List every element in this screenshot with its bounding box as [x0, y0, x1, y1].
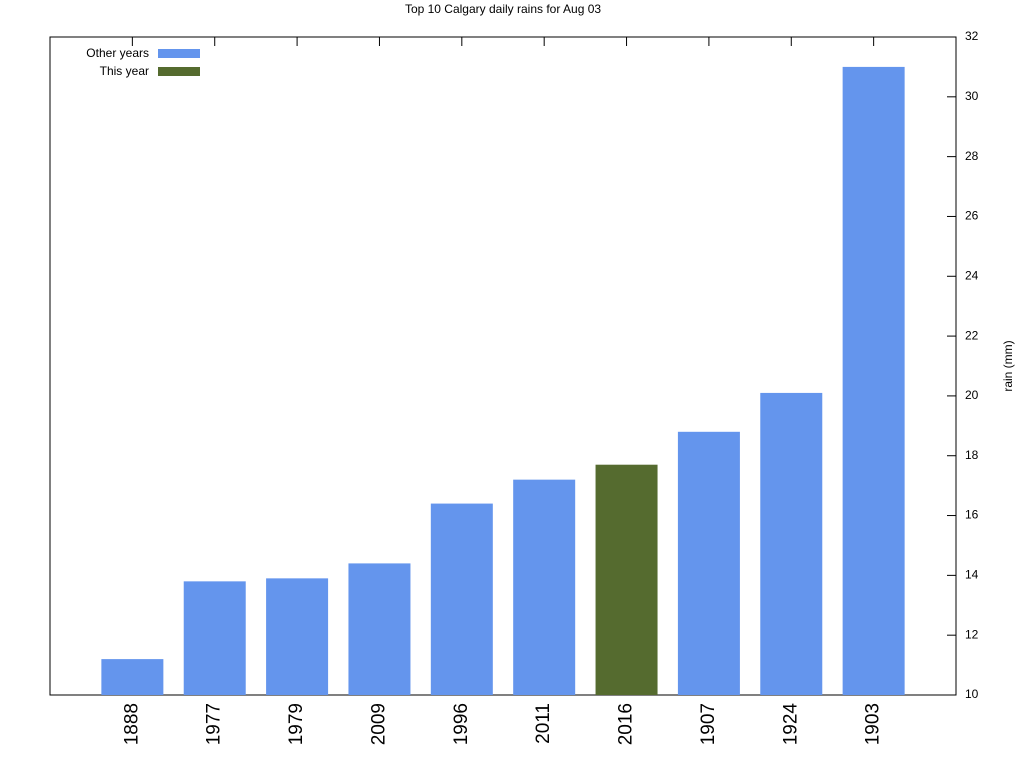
- legend-swatch: [158, 49, 200, 58]
- bar: [430, 503, 493, 695]
- x-tick-label: 1979: [286, 703, 307, 745]
- y-tick-label: 14: [965, 568, 979, 582]
- legend-swatch: [158, 67, 200, 76]
- bar: [348, 563, 411, 695]
- x-tick-label: 1888: [121, 703, 142, 745]
- y-tick-label: 12: [965, 627, 979, 641]
- x-tick-label: 2011: [533, 703, 554, 744]
- y-tick-label: 26: [965, 209, 979, 223]
- y-tick-label: 32: [965, 29, 979, 43]
- x-tick-label: 1977: [204, 703, 225, 745]
- y-tick-label: 22: [965, 328, 979, 342]
- legend-label: Other years: [86, 46, 149, 60]
- y-tick-label: 20: [965, 388, 979, 402]
- y-axis-label: rain (mm): [1001, 340, 1015, 391]
- bar: [101, 659, 164, 695]
- x-tick-label: 1924: [780, 703, 801, 746]
- legend-label: This year: [100, 64, 149, 78]
- bar: [760, 392, 823, 695]
- x-tick-label: 2009: [368, 703, 389, 745]
- bar: [595, 464, 658, 695]
- bar: [677, 431, 740, 695]
- bar: [266, 578, 329, 695]
- bar: [513, 479, 576, 695]
- x-tick-label: 2016: [616, 703, 637, 745]
- chart-title: Top 10 Calgary daily rains for Aug 03: [405, 2, 601, 16]
- y-tick-label: 18: [965, 448, 979, 462]
- y-tick-label: 16: [965, 508, 979, 522]
- y-tick-label: 28: [965, 149, 979, 163]
- y-tick-label: 10: [965, 687, 979, 701]
- y-tick-label: 30: [965, 89, 979, 103]
- x-tick-label: 1903: [863, 703, 884, 745]
- plot-frame: [49, 36, 957, 696]
- bar: [842, 66, 905, 696]
- y-tick-label: 24: [965, 268, 979, 282]
- x-tick-label: 1996: [451, 703, 472, 745]
- x-tick-label: 1907: [698, 703, 719, 745]
- bar: [183, 581, 246, 695]
